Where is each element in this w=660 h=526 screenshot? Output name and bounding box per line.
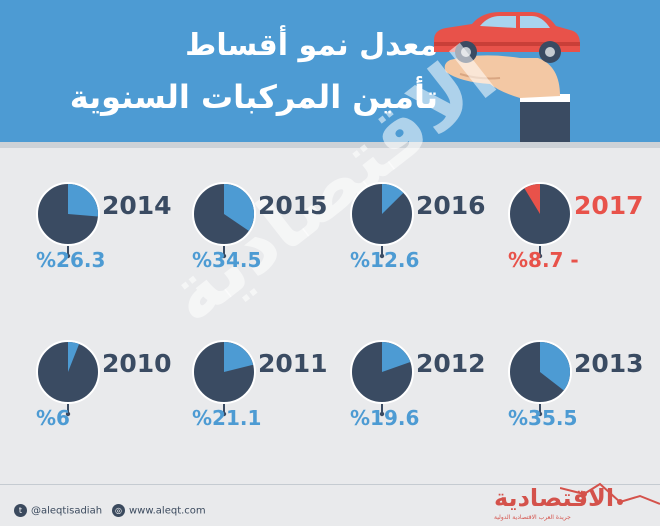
twitter-link[interactable]: t @aleqtisadiah (14, 504, 102, 517)
footer-divider (0, 484, 660, 485)
pie-gauge-2012 (350, 340, 414, 417)
year-label-2010: 2010 (102, 349, 172, 378)
year-label-2012: 2012 (416, 349, 486, 378)
year-label-2013: 2013 (574, 349, 644, 378)
pie-stem-dot (65, 411, 71, 417)
pie-item-2011: 2011 %21.1 (190, 338, 340, 448)
year-label-2014: 2014 (102, 191, 172, 220)
value-label-2012: %19.6 (350, 406, 420, 430)
value-label-2011: %21.1 (192, 406, 262, 430)
pie-item-2015: 2015 %34.5 (190, 180, 340, 290)
pie-slice-2011 (224, 342, 254, 372)
pie-gauge-2017 (508, 182, 572, 259)
pie-item-2016: 2016 %12.6 (348, 180, 498, 290)
website-url: www.aleqt.com (129, 505, 206, 517)
pie-stem-dot (221, 253, 227, 259)
year-label-2017: 2017 (574, 191, 644, 220)
website-link[interactable]: ◎ www.aleqt.com (112, 504, 206, 517)
globe-icon: ◎ (112, 504, 125, 517)
pie-stem-dot (537, 253, 543, 259)
pie-stem-dot (379, 411, 385, 417)
value-label-2015: %34.5 (192, 248, 262, 272)
pie-slice-2012 (382, 342, 411, 372)
year-label-2015: 2015 (258, 191, 328, 220)
value-label-2014: %26.3 (36, 248, 106, 272)
pie-gauge-2014 (36, 182, 100, 259)
value-label-2010: %6 (36, 406, 70, 430)
pie-item-2012: 2012 %19.6 (348, 338, 498, 448)
twitter-icon: t (14, 504, 27, 517)
pie-item-2010: 2010 %6 (34, 338, 184, 448)
year-label-2016: 2016 (416, 191, 486, 220)
year-label-2011: 2011 (258, 349, 328, 378)
pie-stem-dot (537, 411, 543, 417)
pie-stem-dot (379, 253, 385, 259)
pie-stem-dot (221, 411, 227, 417)
pie-gauge-2016 (350, 182, 414, 259)
footer: t @aleqtisadiah ◎ www.aleqt.com الاقتصادية… (0, 474, 660, 526)
pie-item-2014: 2014 %26.3 (34, 180, 184, 290)
trend-line-decoration (560, 482, 660, 505)
pie-slice-2013 (540, 342, 570, 391)
pie-slice-2010 (68, 342, 80, 372)
pie-item-2013: 2013 %35.5 (506, 338, 656, 448)
value-label-2017: %8.7 - (508, 248, 579, 272)
car-on-hand-icon (434, 12, 580, 142)
pie-slice-2015 (224, 184, 254, 231)
logo-subtitle: جريدة العرب الاقتصادية الدولية (494, 514, 571, 521)
value-label-2016: %12.6 (350, 248, 420, 272)
pie-gauge-2013 (508, 340, 572, 417)
value-label-2013: %35.5 (508, 406, 578, 430)
pie-gauge-2010 (36, 340, 100, 417)
pie-gauge-2011 (192, 340, 256, 417)
pie-item-2017: 2017 %8.7 - (506, 180, 656, 290)
pie-slice-2014 (68, 184, 99, 217)
pie-slice-2017 (524, 184, 540, 214)
header-banner: معدل نمو أقساط تأمين المركبات السنوية (0, 0, 660, 142)
page-title-line1: معدل نمو أقساط (185, 28, 438, 63)
header-separator (0, 142, 660, 148)
twitter-handle: @aleqtisadiah (31, 505, 103, 517)
pie-slice-2016 (382, 184, 404, 214)
pie-gauge-2015 (192, 182, 256, 259)
page-title-line2: تأمين المركبات السنوية (69, 78, 438, 116)
pie-stem-dot (65, 253, 71, 259)
